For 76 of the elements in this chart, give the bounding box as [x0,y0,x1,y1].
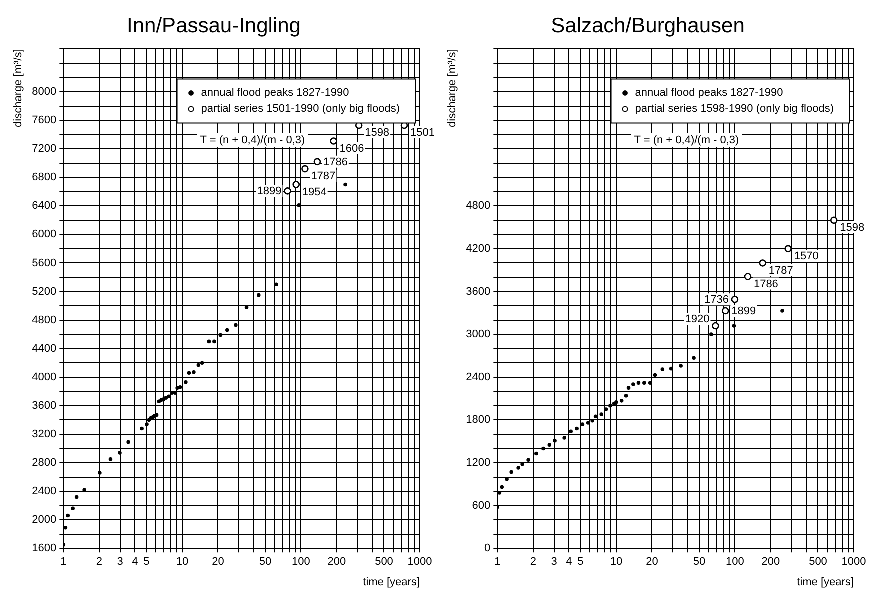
annotation: 1598 [365,127,390,140]
chart-title: Salzach/Burghausen [551,14,745,38]
y-tick-label: 3000 [466,328,491,341]
x-tick-label: 1000 [408,556,432,568]
x-tick-label: 100 [292,556,310,568]
annotation: 1570 [794,250,819,262]
y-tick-label: 7600 [32,114,57,127]
y-tick-label: 3200 [32,428,57,440]
x-tick-label: 10 [176,556,189,568]
annotation: 1501 [410,127,435,140]
x-tick-label: 2 [96,556,102,568]
y-tick-label: 0 [484,542,491,555]
annotation: 1786 [754,278,778,290]
y-tick-label: 6800 [32,172,57,184]
y-tick-label: 4800 [466,200,491,212]
y-tick-label: 8000 [32,86,57,98]
annotation: 1786 [323,156,348,168]
y-tick-label: 3600 [466,286,491,298]
x-tick-label: 1000 [842,556,866,568]
x-tick-label: 1 [494,556,501,568]
y-tick-label: 1800 [466,414,491,426]
y-axis-title: discharge [m³/s] [12,49,25,128]
y-tick-label: 4000 [32,371,57,384]
y-tick-label: 5600 [32,257,57,270]
x-tick-label: 50 [693,556,706,568]
y-tick-label: 2000 [32,514,57,526]
y-tick-label: 2800 [32,457,57,470]
annotation: 1598 [840,222,865,234]
annotation: 1899 [257,186,282,198]
x-tick-label: 50 [259,556,272,568]
chart-title: Inn/Passau-Ingling [127,14,301,38]
x-tick-label: 5 [578,556,584,568]
x-tick-label: 200 [762,556,780,568]
x-tick-label: 20 [212,556,224,568]
y-tick-label: 1200 [466,457,491,470]
x-tick-label: 10 [610,556,623,568]
annotation: 1954 [302,186,327,198]
y-tick-label: 600 [472,500,491,512]
x-tick-label: 1 [60,556,67,568]
legend-label: partial series 1501-1990 (only big floods) [201,103,400,116]
x-axis-title: time [years] [797,576,854,588]
y-axis-title: discharge [m³/s] [446,49,459,128]
y-tick-label: 7200 [32,143,57,156]
legend-label: annual flood peaks 1827-1990 [635,87,784,100]
annotation: T = (n + 0,4)/(m - 0,3) [634,134,740,147]
x-tick-label: 500 [375,556,394,568]
y-tick-label: 4800 [32,314,57,326]
y-tick-label: 1600 [32,542,57,555]
x-tick-label: 500 [809,556,828,568]
x-tick-label: 20 [646,556,658,568]
x-tick-label: 4 [132,556,138,568]
x-tick-label: 3 [551,556,558,568]
annotation: 1736 [704,294,729,306]
y-tick-label: 3600 [32,400,57,412]
x-tick-label: 100 [726,556,744,568]
annotation: 1787 [768,264,794,277]
y-tick-label: 2400 [466,371,491,384]
legend-label: annual flood peaks 1827-1990 [201,87,350,100]
annotation: 1787 [311,170,336,183]
x-tick-label: 4 [566,556,572,568]
y-tick-label: 2400 [32,486,57,498]
annotation: T = (n + 0,4)/(m - 0,3) [200,134,306,147]
x-tick-label: 2 [530,556,536,568]
y-tick-label: 5200 [32,286,57,298]
y-tick-label: 6000 [32,228,57,241]
x-tick-label: 3 [117,556,124,568]
annotation: 1920 [685,314,710,326]
x-tick-label: 200 [328,556,346,568]
y-tick-label: 6400 [32,200,57,212]
annotation: 1606 [340,142,364,155]
legend-label: partial series 1598-1990 (only big floods) [635,103,834,116]
y-tick-label: 4400 [32,342,57,355]
annotation: 1899 [732,306,756,318]
x-axis-title: time [years] [363,576,420,588]
y-tick-label: 4200 [466,242,491,255]
x-tick-label: 5 [144,556,150,568]
